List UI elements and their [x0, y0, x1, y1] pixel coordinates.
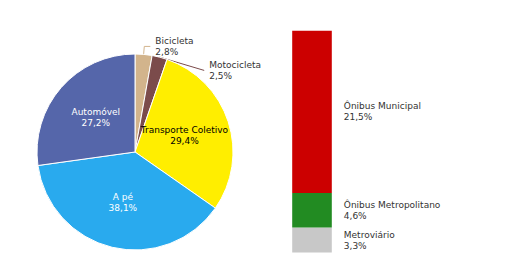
svg-text:21,5%: 21,5%: [344, 112, 373, 122]
svg-text:Ônibus Municipal: Ônibus Municipal: [344, 100, 421, 111]
svg-text:Bicicleta: Bicicleta: [155, 36, 193, 46]
svg-text:4,6%: 4,6%: [344, 211, 367, 221]
svg-text:A pé: A pé: [113, 192, 134, 202]
svg-text:3,3%: 3,3%: [344, 241, 367, 251]
svg-text:Metroviário: Metroviário: [344, 230, 395, 240]
svg-text:Transporte Coletivo: Transporte Coletivo: [140, 125, 229, 135]
svg-text:Motocicleta: Motocicleta: [209, 60, 261, 70]
svg-text:29,4%: 29,4%: [170, 136, 199, 146]
svg-text:2,5%: 2,5%: [209, 71, 232, 81]
svg-text:27,2%: 27,2%: [81, 118, 110, 128]
svg-text:38,1%: 38,1%: [109, 203, 138, 213]
svg-text:Automóvel: Automóvel: [72, 107, 121, 117]
svg-text:2,8%: 2,8%: [155, 47, 178, 57]
svg-text:Ônibus Metropolitano: Ônibus Metropolitano: [344, 199, 441, 210]
